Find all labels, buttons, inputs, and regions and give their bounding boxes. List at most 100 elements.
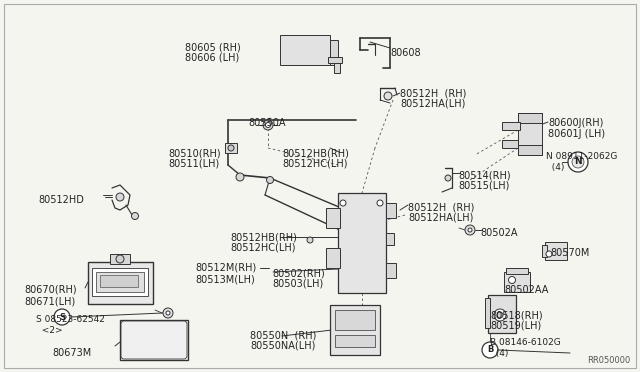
Circle shape (468, 228, 472, 232)
Text: 80600J(RH): 80600J(RH) (548, 118, 604, 128)
Circle shape (568, 152, 588, 172)
Text: 80512HA(LH): 80512HA(LH) (400, 99, 465, 109)
Text: 80510(RH): 80510(RH) (168, 148, 221, 158)
Text: 80502A: 80502A (480, 228, 518, 238)
Text: 80512HC(LH): 80512HC(LH) (282, 159, 348, 169)
Circle shape (546, 251, 552, 257)
Circle shape (266, 176, 273, 183)
Bar (96, 272, 144, 292)
Text: 80512H  (RH): 80512H (RH) (408, 202, 474, 212)
Circle shape (497, 312, 503, 318)
Bar (542, 245, 547, 257)
Bar (386, 233, 394, 245)
Bar (386, 203, 396, 218)
Circle shape (340, 200, 346, 206)
Bar (334, 63, 340, 73)
Circle shape (509, 276, 515, 283)
Circle shape (131, 212, 138, 219)
Bar (335, 335, 375, 347)
Text: 80512M(RH): 80512M(RH) (195, 263, 256, 273)
Text: 80512HB(RH): 80512HB(RH) (230, 232, 297, 242)
Text: 80512HC(LH): 80512HC(LH) (230, 243, 296, 253)
Circle shape (116, 193, 124, 201)
Bar (280, 35, 330, 65)
Bar (518, 113, 542, 155)
Circle shape (236, 173, 244, 181)
Circle shape (494, 309, 506, 321)
Text: 80670(RH): 80670(RH) (24, 285, 77, 295)
Text: B: B (487, 346, 493, 355)
Text: 80511(LH): 80511(LH) (168, 159, 220, 169)
Bar (326, 208, 340, 228)
Circle shape (377, 200, 383, 206)
Bar (504, 272, 530, 292)
Text: 80550A: 80550A (248, 118, 285, 128)
Text: N 08911-2062G: N 08911-2062G (546, 152, 618, 161)
Text: S 08523-62542: S 08523-62542 (36, 315, 105, 324)
Bar (518, 113, 542, 123)
Bar (330, 305, 380, 355)
Text: 80550N  (RH): 80550N (RH) (250, 330, 316, 340)
Text: B 08146-6102G: B 08146-6102G (490, 338, 561, 347)
Text: RR050000: RR050000 (587, 356, 630, 365)
Bar (110, 254, 130, 264)
Circle shape (166, 311, 170, 315)
Text: S: S (59, 312, 65, 321)
Bar (100, 275, 138, 287)
Text: 80518(RH): 80518(RH) (490, 310, 543, 320)
Text: 80550NA(LH): 80550NA(LH) (250, 341, 316, 351)
Text: 80502AA: 80502AA (504, 285, 548, 295)
Bar (488, 295, 516, 333)
Bar (518, 145, 542, 155)
Circle shape (465, 225, 475, 235)
Circle shape (163, 308, 173, 318)
Text: 80519(LH): 80519(LH) (490, 321, 541, 331)
Bar (120, 320, 188, 360)
Circle shape (353, 212, 363, 222)
Bar (506, 268, 528, 274)
Bar (485, 298, 490, 328)
FancyBboxPatch shape (121, 321, 187, 359)
Bar (225, 143, 237, 153)
Bar (328, 57, 342, 63)
Circle shape (307, 237, 313, 243)
Text: N: N (574, 157, 582, 167)
Text: <2>: <2> (36, 326, 63, 335)
Bar (335, 310, 375, 330)
Bar (386, 263, 396, 278)
Circle shape (266, 122, 271, 128)
Text: 80606 (LH): 80606 (LH) (185, 53, 239, 63)
Circle shape (263, 120, 273, 130)
Circle shape (482, 342, 498, 358)
Bar (330, 40, 338, 65)
Bar (88, 262, 153, 304)
Text: 80503(LH): 80503(LH) (272, 279, 323, 289)
Bar (502, 140, 518, 148)
Text: 80673M: 80673M (52, 348, 92, 358)
Text: 80601J (LH): 80601J (LH) (548, 129, 605, 139)
Bar (326, 248, 340, 268)
Circle shape (572, 156, 584, 168)
Text: 80608: 80608 (390, 48, 420, 58)
Bar (338, 193, 386, 293)
Circle shape (54, 309, 70, 325)
Circle shape (228, 145, 234, 151)
Text: 80671(LH): 80671(LH) (24, 296, 76, 306)
Text: 80512HB(RH): 80512HB(RH) (282, 148, 349, 158)
Text: 80512H  (RH): 80512H (RH) (400, 88, 467, 98)
Text: (4): (4) (546, 163, 564, 172)
Text: 80502(RH): 80502(RH) (272, 268, 324, 278)
Text: 80570M: 80570M (550, 248, 589, 258)
Text: 80514(RH): 80514(RH) (458, 170, 511, 180)
Bar (545, 242, 567, 260)
Text: 80605 (RH): 80605 (RH) (185, 42, 241, 52)
Bar (502, 122, 520, 130)
Text: 80513M(LH): 80513M(LH) (195, 274, 255, 284)
Bar (92, 268, 148, 296)
Circle shape (116, 255, 124, 263)
Text: 80512HA(LH): 80512HA(LH) (408, 213, 474, 223)
Circle shape (445, 175, 451, 181)
Text: (4): (4) (490, 349, 508, 358)
Text: 80512HD: 80512HD (38, 195, 84, 205)
Circle shape (384, 92, 392, 100)
